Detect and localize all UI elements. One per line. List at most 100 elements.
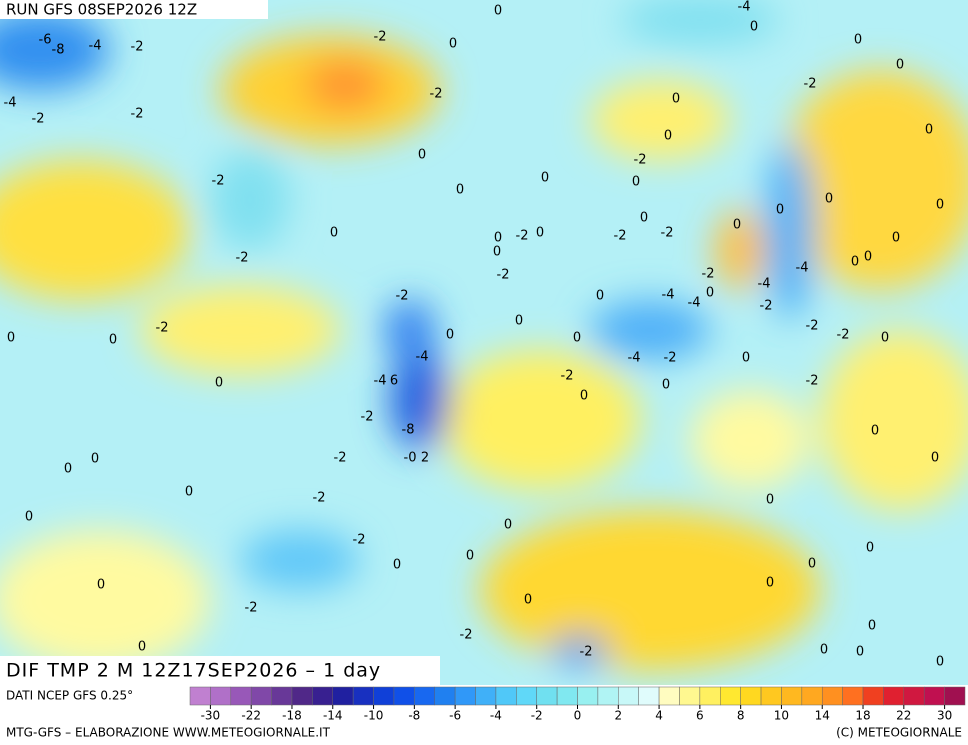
contour-label: 0 (138, 640, 146, 655)
temperature-field (0, 0, 968, 670)
colorbar-tick-label: 4 (655, 709, 663, 723)
contour-label: -2 (497, 268, 510, 283)
colorbar-tick-label: -22 (241, 709, 261, 723)
contour-label: -2 (131, 40, 144, 55)
contour-label: -0 (404, 451, 417, 466)
colorbar-cell (189, 686, 211, 706)
colorbar-tick-label: 14 (815, 709, 830, 723)
colorbar-cell (536, 686, 558, 706)
colorbar-cell (740, 686, 762, 706)
colorbar-cell (658, 686, 680, 706)
contour-label: -2 (661, 226, 674, 241)
colorbar-cell (516, 686, 537, 706)
contour-label: -2 (156, 321, 169, 336)
colorbar-cell (679, 686, 701, 706)
map-title: DIF TMP 2 M 12Z17SEP2026 – 1 day (6, 660, 381, 682)
contour-label: 0 (449, 37, 457, 52)
contour-label: -2 (245, 601, 258, 616)
contour-label: 0 (892, 231, 900, 246)
contour-label: 0 (446, 328, 454, 343)
contour-label: -2 (760, 299, 773, 314)
contour-label: 0 (109, 333, 117, 348)
colorbar-tick-label: -14 (323, 709, 343, 723)
contour-label: -4 (374, 374, 387, 389)
contour-label: -4 (796, 261, 809, 276)
contour-label: -2 (806, 374, 819, 389)
contour-label: 0 (640, 211, 648, 226)
colorbar-tick-label: -8 (408, 709, 420, 723)
colorbar-tick-label: -10 (364, 709, 384, 723)
contour-label: -2 (837, 328, 850, 343)
contour-label: -2 (32, 112, 45, 127)
colorbar-cell (862, 686, 884, 706)
contour-label: 0 (733, 218, 741, 233)
contour-label: -2 (353, 533, 366, 548)
contour-label: 0 (808, 557, 816, 572)
colorbar-cell (638, 686, 660, 706)
contour-label: -4 (89, 39, 102, 54)
colorbar-cell (821, 686, 843, 706)
contour-label: 0 (393, 558, 401, 573)
run-box (0, 0, 268, 19)
contour-label: -2 (664, 351, 677, 366)
contour-label: 0 (820, 643, 828, 658)
contour-label: -2 (580, 645, 593, 660)
colorbar-cell (944, 686, 966, 706)
colorbar-cell (312, 686, 334, 706)
contour-label: 0 (494, 4, 502, 19)
contour-label: 0 (931, 451, 939, 466)
contour-label: 0 (856, 645, 864, 660)
contour-label: 0 (766, 493, 774, 508)
contour-label: 0 (493, 245, 501, 260)
source-label: DATI NCEP GFS 0.25° (6, 689, 133, 703)
colorbar-tick-label: -4 (490, 709, 502, 723)
contour-label: -2 (313, 491, 326, 506)
copyright-label: (C) METEOGIORNALE (836, 726, 962, 740)
run-label: RUN GFS 08SEP2026 12Z (6, 1, 197, 19)
colorbar-tick-label: 8 (737, 709, 745, 723)
contour-label: 0 (672, 92, 680, 107)
colorbar-cell (903, 686, 925, 706)
contour-label: 0 (851, 255, 859, 270)
contour-label: 2 (421, 451, 429, 466)
colorbar-tick-label: 6 (696, 709, 704, 723)
contour-label: 0 (596, 289, 604, 304)
contour-label: 6 (390, 374, 398, 389)
contour-label: -2 (361, 410, 374, 425)
colorbar-tick-label: -6 (449, 709, 461, 723)
title-box (0, 656, 440, 685)
contour-label: 0 (925, 123, 933, 138)
contour-label: 0 (662, 378, 670, 393)
contour-label: 0 (750, 20, 758, 35)
contour-label: -2 (212, 174, 225, 189)
colorbar-cell (781, 686, 803, 706)
contour-label: -8 (402, 423, 415, 438)
colorbar-tick-label: -30 (201, 709, 221, 723)
contour-label: -4 (416, 350, 429, 365)
contour-label: 0 (466, 549, 474, 564)
contour-label: -4 (758, 277, 771, 292)
contour-label: 0 (580, 389, 588, 404)
contour-label: 0 (776, 203, 784, 218)
contour-label: -2 (634, 153, 647, 168)
contour-label: 0 (864, 250, 872, 265)
contour-label: 0 (91, 452, 99, 467)
colorbar-cell (618, 686, 639, 706)
contour-label: -2 (806, 319, 819, 334)
contour-label: -2 (396, 289, 409, 304)
contour-label: -2 (460, 628, 473, 643)
colorbar-cell (801, 686, 823, 706)
colorbar-cell (556, 686, 578, 706)
colorbar-cell (760, 686, 782, 706)
contour-label: 0 (632, 175, 640, 190)
colorbar-cell (597, 686, 619, 706)
contour-label: 0 (7, 331, 15, 346)
contour-label: 0 (871, 424, 879, 439)
colorbar-tick-label: 18 (855, 709, 870, 723)
colorbar-cell (842, 686, 864, 706)
colorbar-cell (352, 686, 374, 706)
contour-label: 0 (936, 655, 944, 670)
contour-label: 0 (573, 331, 581, 346)
contour-label: 0 (541, 171, 549, 186)
